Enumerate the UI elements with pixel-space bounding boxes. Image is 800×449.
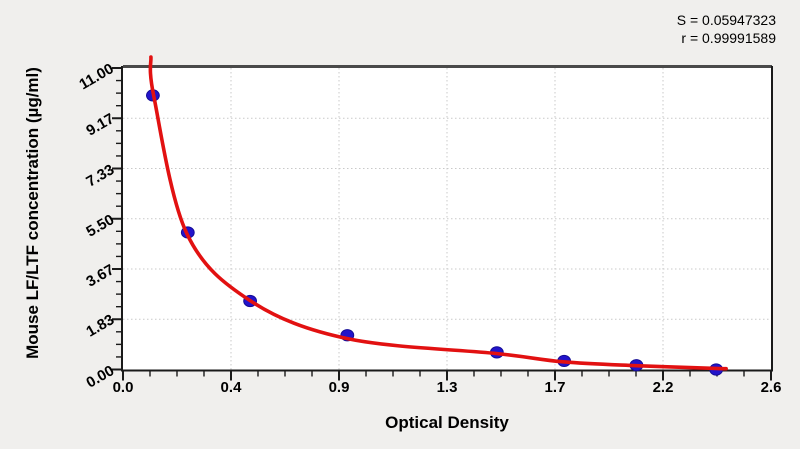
s-value-text: S = 0.05947323 [676,12,776,28]
x-tick-label: 1.7 [544,379,566,396]
fit-curve [148,55,728,371]
y-axis-title: Mouse LF/LTF concentration (µg/ml) [23,67,42,359]
x-tick-label: 2.6 [760,379,782,396]
x-tick-label: 2.2 [652,379,674,396]
x-tick-label: 0.4 [220,379,242,396]
x-tick-label: 1.3 [436,379,458,396]
x-tick-label: 0.9 [328,379,350,396]
x-tick-label: 0.0 [112,379,134,396]
x-axis-title: Optical Density [385,413,509,432]
r-value-text: r = 0.99991589 [681,30,776,46]
fit-statistics: S = 0.05947323 r = 0.99991589 [677,11,776,47]
